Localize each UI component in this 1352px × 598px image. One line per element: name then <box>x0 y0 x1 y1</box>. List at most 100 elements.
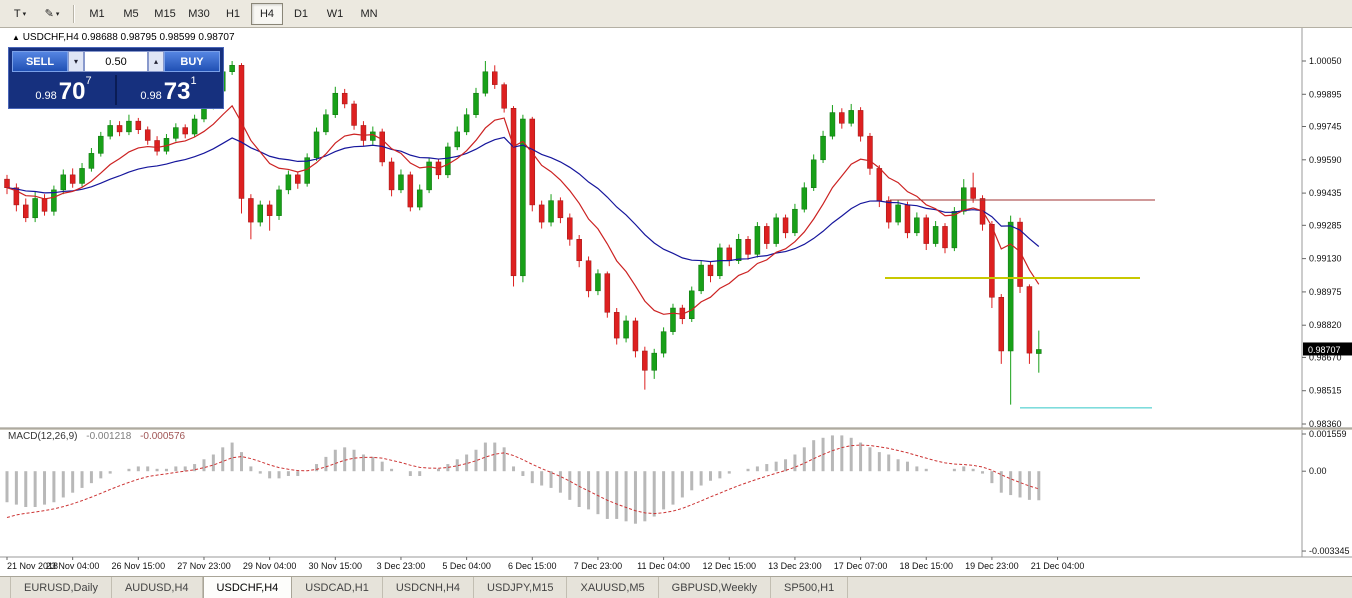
candle-body <box>238 65 245 199</box>
lot-size-input[interactable] <box>84 51 148 72</box>
candle-body <box>445 146 451 176</box>
chart-window: ▲ USDCHF,H4 0.98688 0.98795 0.98599 0.98… <box>0 28 1352 576</box>
candle-body <box>735 239 742 262</box>
candle-body <box>295 174 301 184</box>
macd-axis[interactable]: 0.001559 0.00 -0.003345 <box>1302 429 1350 556</box>
macd-axis-label: 0.00 <box>1309 466 1327 476</box>
timeframe-button-h4[interactable]: H4 <box>251 2 283 25</box>
chart-tab-audusd[interactable]: AUDUSD,H4 <box>112 577 203 598</box>
chart-toolbar: T ▾ ✎ ▾ M1 M5 M15 M30 H1 H4 D1 W1 MN <box>0 0 1352 28</box>
candle-body <box>351 103 357 126</box>
candle-body <box>670 307 676 332</box>
candle-body <box>416 189 423 208</box>
candle-body <box>1036 349 1042 354</box>
timeframe-button-m15[interactable]: M15 <box>154 7 176 20</box>
price-axis[interactable]: 1.00050 0.99895 0.99745 0.99590 0.99435 0.992… <box>1301 28 1352 557</box>
candle-body <box>492 71 498 85</box>
macd-signal-line <box>6 444 1039 518</box>
candle-body <box>107 125 113 137</box>
time-axis-label: 29 Nov 04:00 <box>243 561 297 571</box>
candle-body <box>726 247 733 262</box>
candle-body <box>717 247 723 277</box>
candle-body <box>229 65 235 72</box>
price-axis-label: 0.98820 <box>1309 320 1342 330</box>
time-axis-label: 6 Dec 15:00 <box>508 561 557 571</box>
candle-body <box>876 168 883 201</box>
price-axis-label: 0.98670 <box>1309 352 1342 362</box>
sell-price[interactable]: 0.98 70 7 <box>12 75 115 105</box>
price-axis-label: 0.98515 <box>1309 386 1342 396</box>
timeframe-button-w1[interactable]: W1 <box>326 7 344 20</box>
candle-body <box>557 200 564 219</box>
candle-body <box>98 135 104 154</box>
candle-body <box>1017 221 1023 287</box>
lot-decrease-button[interactable]: ▾ <box>68 51 84 72</box>
sell-price-prefix: 0.98 <box>35 90 57 102</box>
chart-tab-gbpusd[interactable]: GBPUSD,Weekly <box>659 577 772 598</box>
candle-body <box>41 198 48 212</box>
cursor-tool-icon: T <box>13 7 21 20</box>
timeframe-button-m30[interactable]: M30 <box>188 7 210 20</box>
candle-body <box>454 131 460 148</box>
chart-tab-xauusd[interactable]: XAUUSD,M5 <box>567 577 659 598</box>
candle-body <box>651 352 657 371</box>
time-axis-label: 27 Nov 23:00 <box>177 561 231 571</box>
candle-body <box>914 217 920 234</box>
candle-body <box>116 125 123 133</box>
candle-body <box>707 264 714 277</box>
candle-body <box>848 110 854 124</box>
price-chart-canvas[interactable]: 1.00050 0.99895 0.99745 0.99590 0.99435 0.992… <box>0 28 1352 576</box>
candle-body <box>182 127 188 135</box>
time-axis-label: 11 Dec 04:00 <box>637 561 690 571</box>
cursor-tool-button[interactable]: T ▾ <box>5 3 35 25</box>
timeframe-button-mn[interactable]: MN <box>360 7 378 20</box>
macd-axis-label: 0.001559 <box>1309 429 1347 439</box>
macd-signal-value: -0.000576 <box>140 431 186 442</box>
buy-price[interactable]: 0.98 73 1 <box>117 75 220 105</box>
candle-body <box>688 290 695 320</box>
candle-body <box>341 92 348 105</box>
chart-tab-eurusd[interactable]: EURUSD,Daily <box>10 577 112 598</box>
buy-price-pip: 1 <box>190 75 197 87</box>
candle-body <box>60 174 67 191</box>
lot-increase-button[interactable]: ▴ <box>148 51 164 72</box>
candle-body <box>998 297 1005 352</box>
candle-body <box>266 204 273 216</box>
time-axis-label: 21 Dec 04:00 <box>1031 561 1085 571</box>
time-axis-label: 3 Dec 23:00 <box>377 561 426 571</box>
candle-body <box>632 320 639 352</box>
candle-body <box>567 217 573 240</box>
chart-tab-usdjpy[interactable]: USDJPY,M15 <box>474 577 568 598</box>
chevron-down-icon: ▾ <box>22 10 27 18</box>
colors-tool-button[interactable]: ✎ ▾ <box>37 3 67 25</box>
chevron-down-icon: ▾ <box>55 10 60 18</box>
candle-body <box>1007 221 1014 352</box>
candle-body <box>520 118 526 277</box>
candle-body <box>895 204 901 223</box>
chart-tab-usdcad[interactable]: USDCAD,H1 <box>292 577 383 598</box>
candle-body <box>642 350 648 371</box>
candle-body <box>510 108 517 277</box>
chart-tab-sp500[interactable]: SP500,H1 <box>771 577 849 598</box>
candle-body <box>144 129 151 141</box>
ma-slow-line <box>6 136 1040 263</box>
price-axis-label: 0.99745 <box>1309 122 1342 132</box>
buy-button[interactable]: BUY <box>164 51 220 72</box>
time-axis-label: 26 Nov 15:00 <box>112 561 166 571</box>
price-axis-label: 0.98360 <box>1309 419 1342 429</box>
timeframe-button-h1[interactable]: H1 <box>225 7 241 20</box>
chart-tab-usdchf[interactable]: USDCHF,H4 <box>202 577 293 598</box>
candle-body <box>191 118 198 135</box>
candle-body <box>276 189 282 216</box>
timeframe-button-d1[interactable]: D1 <box>293 7 309 20</box>
sell-button[interactable]: SELL <box>12 51 68 72</box>
candle-body <box>257 204 264 223</box>
timeframe-button-m1[interactable]: M1 <box>89 7 105 20</box>
chart-tab-usdcnh[interactable]: USDCNH,H4 <box>383 577 475 598</box>
candle-body <box>426 161 432 191</box>
pane-divider[interactable] <box>0 428 1352 430</box>
timeframe-button-m5[interactable]: M5 <box>123 7 139 20</box>
candle-body <box>398 174 404 191</box>
price-axis-label: 0.99590 <box>1309 155 1342 165</box>
